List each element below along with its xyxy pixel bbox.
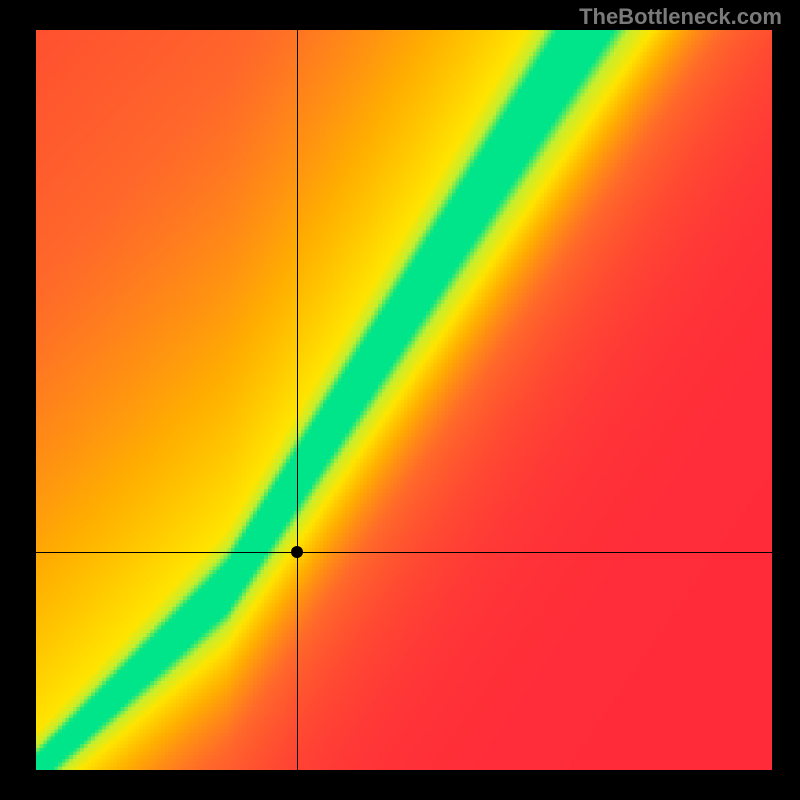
crosshair-vertical — [297, 30, 298, 770]
watermark-text: TheBottleneck.com — [579, 4, 782, 30]
crosshair-horizontal — [36, 552, 772, 553]
heatmap-canvas — [36, 30, 772, 770]
data-point-marker — [291, 546, 303, 558]
heatmap-plot — [36, 30, 772, 770]
